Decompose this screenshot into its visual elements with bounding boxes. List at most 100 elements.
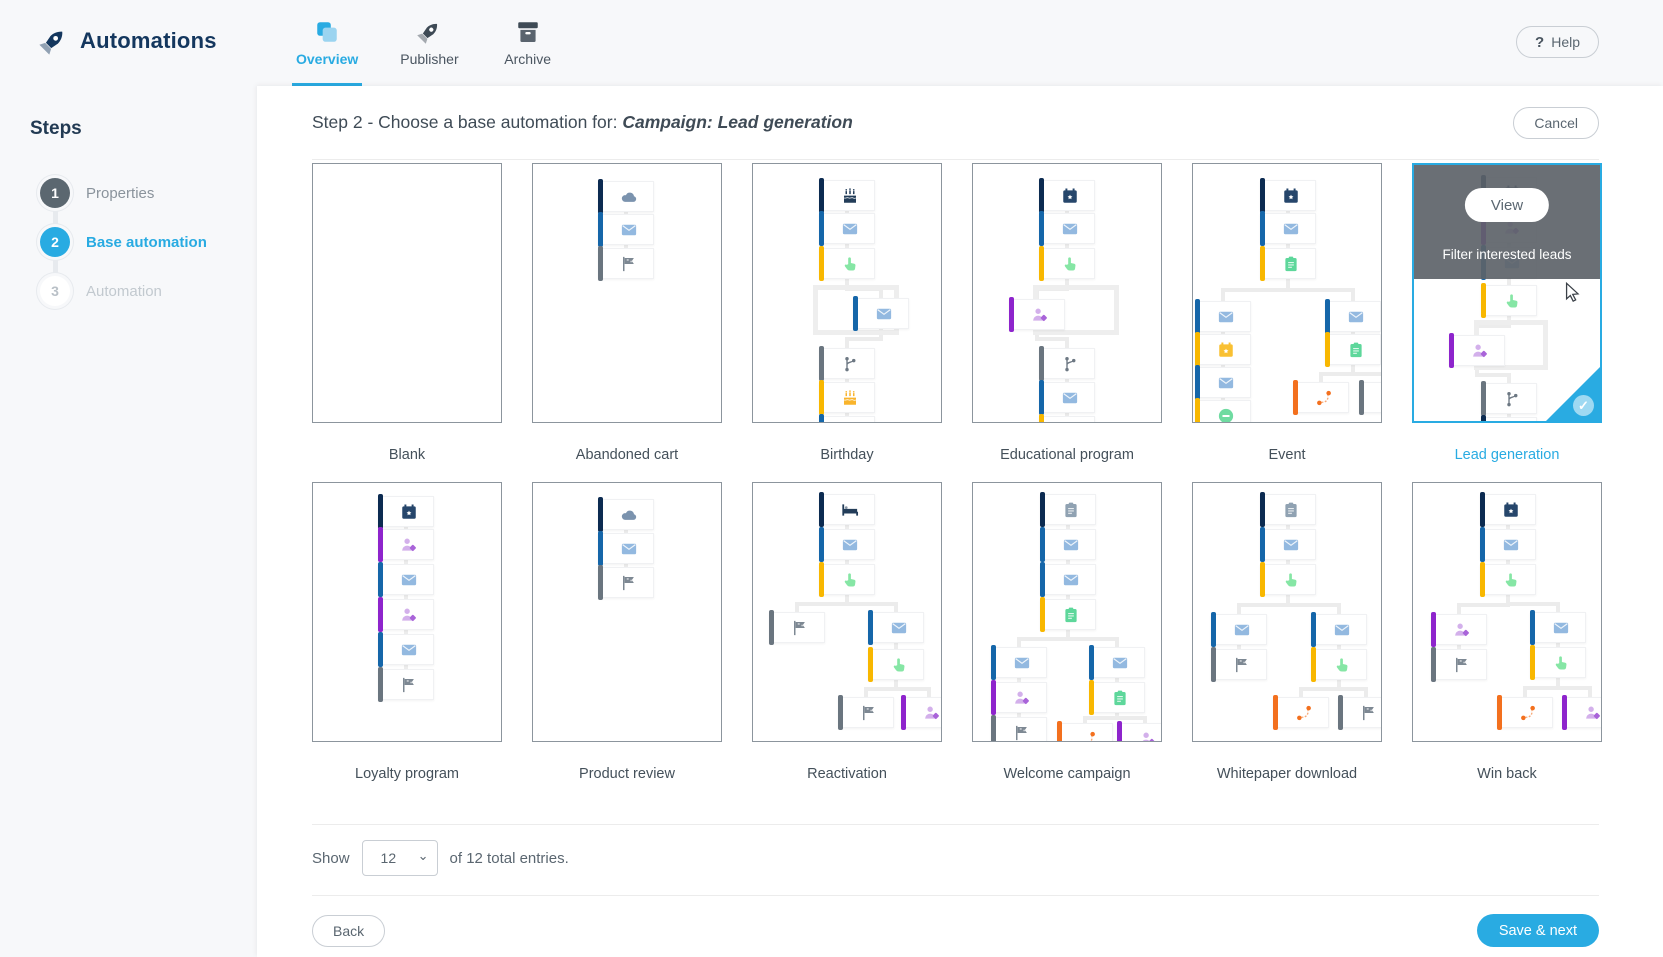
flow-node bbox=[1039, 178, 1095, 213]
template-card-win-back[interactable] bbox=[1412, 482, 1602, 742]
tab-publisher[interactable]: Publisher bbox=[396, 0, 462, 86]
flow-connector bbox=[795, 601, 849, 606]
node-type-bar bbox=[1481, 381, 1486, 416]
flow-node bbox=[1195, 299, 1251, 334]
back-button[interactable]: Back bbox=[312, 914, 386, 947]
node-type-bar bbox=[1117, 721, 1122, 741]
flow-connector bbox=[1221, 398, 1225, 400]
template-card-loyalty-program[interactable] bbox=[312, 482, 502, 742]
help-button[interactable]: ? Help bbox=[1516, 26, 1599, 58]
template-grid-row-1: Blank Abandoned cart Birthday Educational p… bbox=[312, 163, 1602, 479]
node-type-bar bbox=[1530, 645, 1535, 680]
show-select[interactable]: 12 bbox=[361, 840, 438, 876]
envelope-icon bbox=[400, 571, 418, 589]
flow-connector bbox=[1523, 685, 1560, 690]
flow-node bbox=[1449, 333, 1505, 368]
flow-node bbox=[598, 497, 654, 532]
clipboard-icon bbox=[1111, 689, 1129, 707]
campaign-name: Campaign: Lead generation bbox=[622, 112, 853, 132]
flow-node bbox=[1562, 695, 1601, 730]
flow-connector bbox=[1066, 525, 1070, 529]
flow-connector bbox=[1066, 595, 1070, 599]
template-card-product-review[interactable] bbox=[532, 482, 722, 742]
flow-node bbox=[378, 562, 434, 597]
page-title-prefix: Step 2 - Choose a base automation for: bbox=[312, 112, 623, 132]
template-card-educational-program[interactable] bbox=[972, 163, 1162, 423]
save-next-button[interactable]: Save & next bbox=[1476, 914, 1599, 947]
template-card-blank[interactable] bbox=[312, 163, 502, 423]
flow-node bbox=[1481, 381, 1537, 416]
envelope-icon bbox=[841, 220, 859, 238]
step-item-properties[interactable]: 1 Properties bbox=[0, 178, 257, 208]
node-type-bar bbox=[1481, 415, 1486, 421]
node-type-bar bbox=[1260, 492, 1265, 527]
flag-icon bbox=[1233, 656, 1251, 674]
flow-connector bbox=[1221, 332, 1225, 334]
node-type-bar bbox=[598, 212, 603, 247]
node-type-bar bbox=[1057, 721, 1062, 741]
flow-node bbox=[991, 715, 1047, 741]
template-card-event[interactable] bbox=[1192, 163, 1382, 423]
flow-connector bbox=[1065, 413, 1069, 416]
hand-icon bbox=[1503, 292, 1521, 310]
flow-node bbox=[1195, 332, 1251, 367]
node-type-bar bbox=[991, 645, 996, 680]
flow-connector bbox=[845, 211, 849, 213]
node-type-bar bbox=[1195, 299, 1200, 334]
hand-icon bbox=[1552, 654, 1570, 672]
main-panel: Step 2 - Choose a base automation for: C… bbox=[257, 86, 1663, 957]
flow-node bbox=[1431, 612, 1487, 647]
flow-node bbox=[819, 527, 875, 562]
flow-connector bbox=[1351, 288, 1355, 301]
flow-node bbox=[378, 667, 434, 702]
flow-connector bbox=[1457, 602, 1461, 614]
step-number: 1 bbox=[40, 178, 70, 208]
template-card-label: Birthday bbox=[820, 447, 874, 463]
template-card-welcome-campaign[interactable] bbox=[972, 482, 1162, 742]
node-type-bar bbox=[1311, 647, 1316, 682]
flow-node bbox=[819, 492, 875, 527]
flow-connector bbox=[1017, 636, 1021, 647]
node-type-bar bbox=[819, 380, 824, 415]
flow-connector bbox=[1506, 601, 1560, 606]
template-card-birthday[interactable] bbox=[752, 163, 942, 423]
hand-icon bbox=[1282, 571, 1300, 589]
flow-connector bbox=[845, 279, 849, 291]
step-item-automation[interactable]: 3 Automation bbox=[0, 276, 257, 306]
node-type-bar bbox=[1040, 527, 1045, 562]
flow-connector bbox=[404, 560, 408, 564]
flow-connector bbox=[845, 379, 849, 382]
flow-node bbox=[991, 680, 1047, 715]
tab-archive[interactable]: Archive bbox=[497, 0, 559, 86]
template-card-whitepaper-download[interactable] bbox=[1192, 482, 1382, 742]
flag-icon bbox=[1360, 704, 1378, 722]
cancel-button[interactable]: Cancel bbox=[1513, 106, 1599, 139]
template-card-label: Event bbox=[1268, 447, 1306, 463]
calendar-icon bbox=[1217, 341, 1235, 359]
node-type-bar bbox=[1480, 562, 1485, 597]
flow-connector bbox=[1221, 288, 1225, 301]
card-hover-tooltip: Filter interested leads bbox=[1442, 247, 1572, 262]
envelope-icon bbox=[1013, 654, 1031, 672]
template-card-abandoned-cart[interactable] bbox=[532, 163, 722, 423]
envelope-icon bbox=[1502, 536, 1520, 554]
view-button[interactable]: View bbox=[1464, 188, 1550, 222]
flow-node bbox=[819, 211, 875, 246]
tab-overview[interactable]: Overview bbox=[292, 0, 363, 86]
route-icon bbox=[1315, 389, 1333, 407]
node-type-bar bbox=[1040, 597, 1045, 632]
step-item-base-automation[interactable]: 2 Base automation bbox=[0, 227, 257, 257]
person-icon bbox=[1013, 689, 1031, 707]
flow-node bbox=[1311, 612, 1367, 647]
clipboard-icon bbox=[1062, 606, 1080, 624]
template-card-reactivation[interactable] bbox=[752, 482, 942, 742]
flow-connector bbox=[1221, 288, 1290, 292]
envelope-icon bbox=[1333, 621, 1351, 639]
flow-connector bbox=[1351, 332, 1355, 334]
node-type-bar bbox=[1040, 562, 1045, 597]
clipboard-icon bbox=[1062, 501, 1080, 519]
envelope-icon bbox=[620, 221, 638, 239]
flow-connector bbox=[1319, 371, 1323, 382]
flow-connector bbox=[1556, 685, 1592, 690]
template-card-lead-generation[interactable]: View Filter interested leads ✓ bbox=[1412, 163, 1602, 423]
